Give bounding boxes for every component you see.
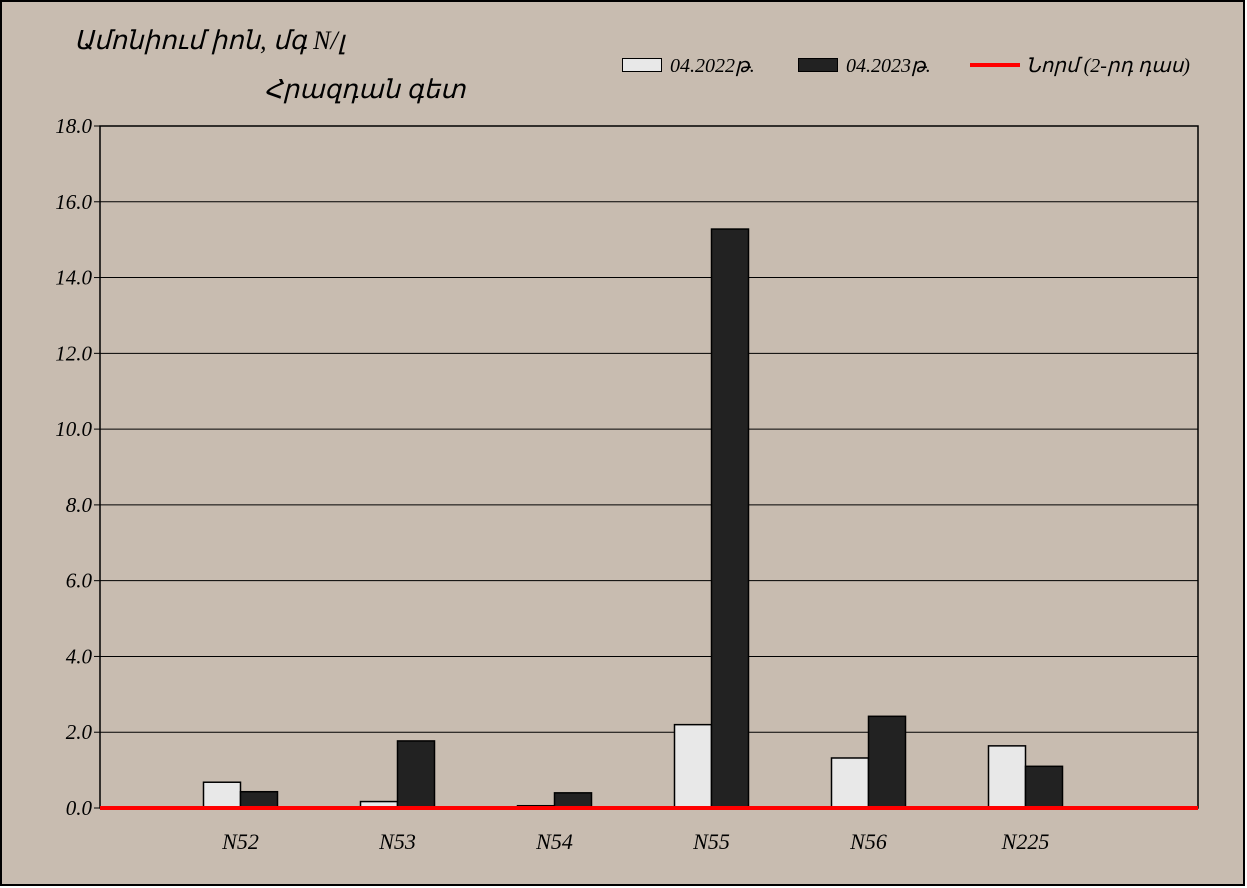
bar-N56-0 [830, 757, 870, 809]
x-tick-label: N55 [692, 829, 730, 854]
y-tick-label: 14.0 [55, 266, 92, 290]
legend-swatch-norm [970, 63, 1020, 67]
bar-N52-0 [202, 781, 242, 809]
legend-label-2023: 04.2023թ. [846, 54, 931, 77]
y-tick-label: 16.0 [55, 190, 92, 214]
bar-N225-0 [987, 745, 1027, 809]
legend-item-2022: 04.2022թ. [622, 52, 755, 78]
x-tick-label: N52 [221, 829, 259, 854]
chart-subtitle: Հրազդան գետ [264, 75, 466, 104]
x-tick-label: N53 [378, 829, 416, 854]
legend-swatch-2023 [798, 58, 838, 72]
bar-N52-1 [239, 790, 279, 809]
y-tick-label: 6.0 [66, 569, 93, 593]
legend-label-2022: 04.2022թ. [670, 54, 755, 77]
y-tick-label: 0.0 [66, 796, 93, 820]
x-tick-label: N225 [1001, 829, 1050, 854]
y-tick-label: 18.0 [55, 114, 92, 138]
bar-N54-1 [553, 792, 593, 809]
y-tick-label: 10.0 [55, 417, 92, 441]
legend-item-norm: Նորմ (2-րդ դաս) [970, 52, 1190, 78]
y-tick-label: 4.0 [66, 644, 93, 668]
bar-N55-0 [673, 723, 713, 809]
bar-N225-1 [1024, 765, 1064, 809]
x-tick-label: N56 [849, 829, 887, 854]
legend-swatch-2022 [622, 58, 662, 72]
plot-border [99, 125, 1199, 809]
legend-label-norm: Նորմ (2-րդ դաս) [1026, 54, 1190, 77]
legend-item-2023: 04.2023թ. [798, 52, 931, 78]
bar-N55-1 [710, 228, 750, 809]
y-tick-label: 2.0 [66, 720, 93, 744]
bar-N56-1 [867, 715, 907, 809]
x-tick-label: N54 [535, 829, 573, 854]
bar-N53-1 [396, 740, 436, 809]
chart-title: Ամոնիում իոն, մգ N/լ [74, 26, 345, 55]
y-tick-label: 8.0 [66, 493, 93, 517]
y-tick-label: 12.0 [55, 341, 92, 365]
